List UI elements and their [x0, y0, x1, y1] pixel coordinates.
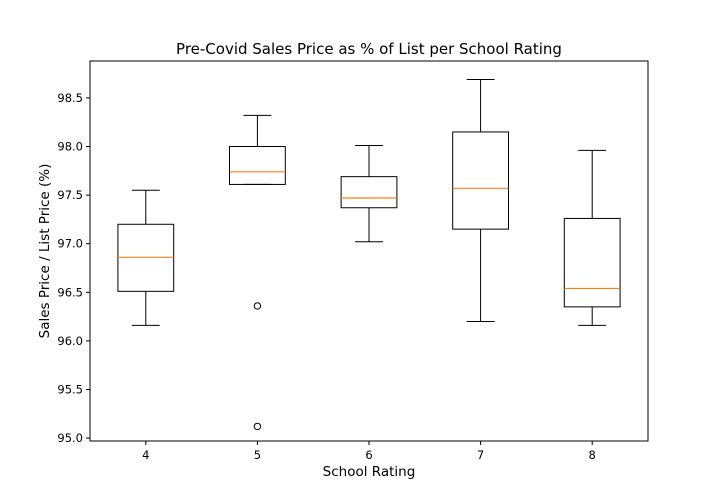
box-7 [452, 78, 510, 322]
box-4 [117, 189, 175, 326]
box-6 [340, 145, 398, 243]
y-tick-label: 95.0 [57, 431, 83, 445]
iqr-box [563, 217, 621, 308]
y-tick-label: 96.5 [57, 285, 83, 299]
x-tick-label: 5 [254, 448, 261, 462]
box-5 [229, 114, 286, 431]
boxes-group [117, 78, 621, 431]
y-axis-label: Sales Price / List Price (%) [37, 164, 53, 339]
y-tick-label: 97.0 [57, 237, 83, 251]
y-tick-label: 96.0 [57, 334, 83, 348]
y-tick-label: 98.0 [57, 140, 83, 154]
iqr-box [452, 131, 510, 230]
outlier-point [253, 422, 262, 431]
x-axis-label: School Rating [323, 464, 416, 480]
iqr-box [340, 176, 398, 209]
x-tick-label: 8 [589, 448, 596, 462]
box-8 [563, 149, 621, 326]
x-axis: 4 5 6 7 8 [142, 441, 596, 462]
x-tick-label: 7 [477, 448, 484, 462]
x-tick-label: 4 [142, 448, 149, 462]
x-tick-label: 6 [365, 448, 372, 462]
y-axis: 95.0 95.5 96.0 96.5 97.0 97.5 98.0 98.5 [57, 91, 90, 445]
y-tick-label: 97.5 [57, 188, 83, 202]
y-tick-label: 95.5 [57, 382, 83, 396]
iqr-box [229, 146, 286, 185]
chart-title: Pre-Covid Sales Price as % of List per S… [176, 40, 562, 58]
y-tick-label: 98.5 [57, 91, 83, 105]
outlier-point [253, 302, 262, 310]
